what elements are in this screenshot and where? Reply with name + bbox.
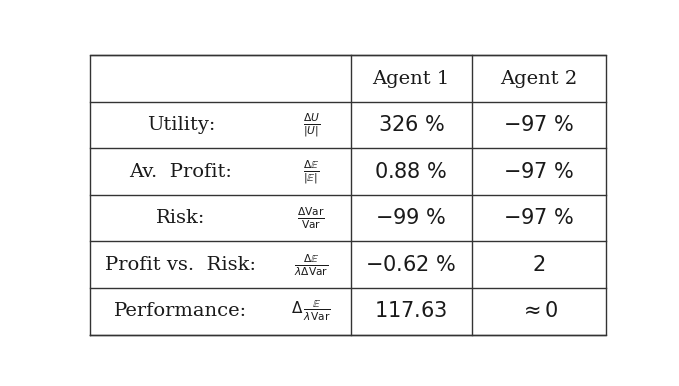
Text: $\frac{\Delta\mathbb{E}}{|\mathbb{E}|}$: $\frac{\Delta\mathbb{E}}{|\mathbb{E}|}$: [303, 158, 319, 186]
Text: $-99\ \%$: $-99\ \%$: [375, 208, 447, 228]
Text: Profit vs.  Risk:: Profit vs. Risk:: [105, 256, 257, 274]
Text: $\frac{\Delta\mathbb{E}}{\lambda\Delta\mathrm{Var}}$: $\frac{\Delta\mathbb{E}}{\lambda\Delta\m…: [294, 252, 329, 278]
Text: Risk:: Risk:: [156, 209, 206, 227]
Text: $326\ \%$: $326\ \%$: [378, 115, 445, 135]
Text: $\Delta\,\frac{\mathbb{E}}{\lambda\mathrm{Var}}$: $\Delta\,\frac{\mathbb{E}}{\lambda\mathr…: [291, 299, 331, 323]
Text: $\approx 0$: $\approx 0$: [519, 301, 559, 321]
Text: $\frac{\Delta U}{|U|}$: $\frac{\Delta U}{|U|}$: [303, 111, 320, 139]
Text: $-97\ \%$: $-97\ \%$: [503, 208, 574, 228]
Text: $-0.62\ \%$: $-0.62\ \%$: [365, 255, 457, 275]
Text: Agent 1: Agent 1: [373, 69, 449, 88]
Text: $-97\ \%$: $-97\ \%$: [503, 162, 574, 182]
Text: Performance:: Performance:: [114, 302, 247, 320]
Text: $\frac{\Delta\mathrm{Var}}{\mathrm{Var}}$: $\frac{\Delta\mathrm{Var}}{\mathrm{Var}}…: [297, 205, 325, 231]
Text: Av.  Profit:: Av. Profit:: [130, 163, 232, 181]
Text: $117.63$: $117.63$: [374, 301, 448, 321]
Text: $0.88\ \%$: $0.88\ \%$: [374, 162, 448, 182]
Text: Agent 2: Agent 2: [500, 69, 577, 88]
Text: $-97\ \%$: $-97\ \%$: [503, 115, 574, 135]
Text: Utility:: Utility:: [147, 116, 215, 134]
Text: $2$: $2$: [532, 255, 545, 275]
